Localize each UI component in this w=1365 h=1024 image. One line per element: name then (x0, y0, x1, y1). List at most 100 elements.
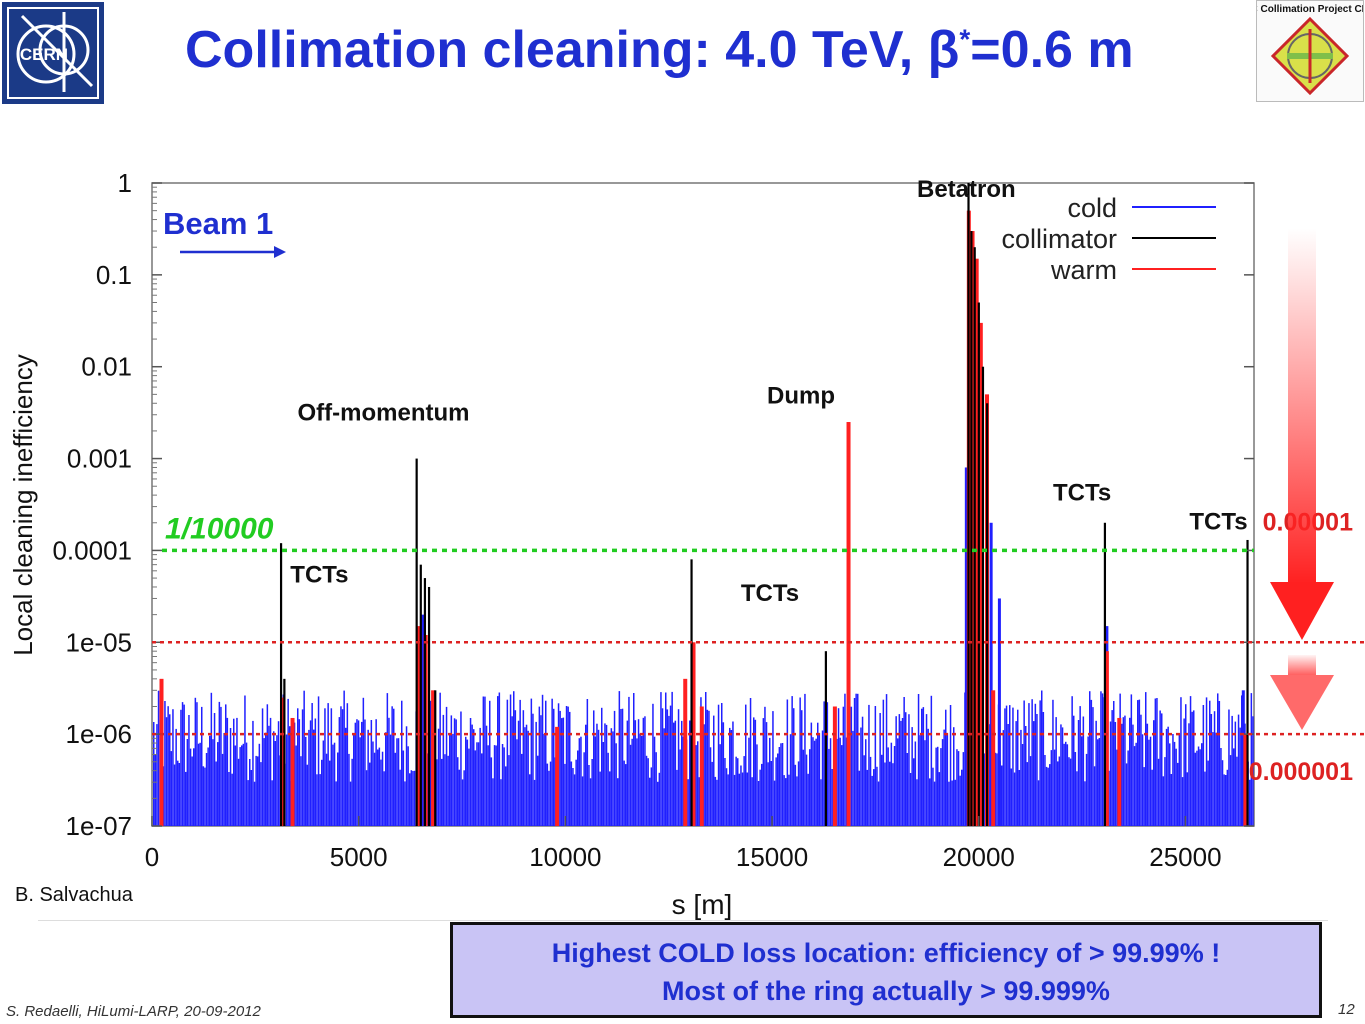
cold-bar (757, 781, 760, 826)
cold-bar (1044, 755, 1046, 826)
cold-bar (893, 746, 896, 826)
cold-bar (457, 757, 459, 826)
cold-bar (322, 740, 325, 826)
cold-bar (1017, 709, 1019, 826)
cold-bar (450, 715, 453, 826)
collimator-bar (986, 403, 989, 826)
cold-bar (305, 736, 307, 826)
cold-bar (330, 708, 333, 826)
cold-bar (245, 742, 248, 826)
cold-bar (189, 748, 192, 826)
cold-bar (473, 729, 475, 826)
cold-bar (367, 729, 369, 826)
cold-bar (229, 728, 232, 826)
cold-bar (634, 720, 637, 826)
warm-bar (431, 690, 436, 826)
cold-bar (505, 766, 507, 826)
cold-bar (1196, 750, 1198, 826)
annotation-tcts: TCTs (741, 580, 799, 607)
cold-bar (1170, 774, 1173, 826)
cold-bar (1098, 738, 1101, 826)
cold-bar (460, 711, 462, 826)
cold-bar (327, 703, 329, 826)
cold-bar (295, 745, 297, 826)
cold-bar (289, 726, 291, 826)
slide-title: Collimation cleaning: 4.0 TeV, β*=0.6 m (185, 20, 1134, 80)
cold-bar (857, 693, 859, 826)
cold-bar (177, 760, 179, 826)
cold-bar (396, 738, 398, 826)
cold-bar (748, 737, 750, 826)
cold-bar (207, 747, 209, 826)
cold-bar (319, 774, 321, 826)
cold-bar (769, 737, 771, 826)
cold-bar (653, 736, 656, 826)
cold-bar (313, 729, 315, 826)
cold-bar (1188, 723, 1190, 826)
cold-bar (1249, 779, 1251, 826)
cold-bar (242, 743, 245, 826)
page-number: 12 (1338, 1001, 1355, 1018)
cold-bar (1010, 768, 1013, 826)
cold-bar (231, 773, 233, 826)
cold-bar (213, 713, 216, 826)
cold-bar (1237, 714, 1240, 826)
cold-bar (1231, 715, 1233, 826)
cold-bar (607, 752, 609, 826)
cold-bar (351, 758, 353, 826)
cold-bar (321, 759, 323, 826)
annotation-tcts: TCTs (1053, 479, 1111, 506)
cold-bar (629, 744, 632, 826)
cold-bar (445, 706, 448, 826)
cold-bar (209, 735, 211, 826)
cold-bar (911, 727, 913, 826)
cold-bar (1129, 717, 1131, 826)
cold-bar (829, 738, 832, 826)
collimator-bar (419, 564, 422, 826)
collimator-bar (690, 559, 693, 826)
cold-bar (244, 695, 246, 826)
callout-line-1: Highest COLD loss location: efficiency o… (551, 938, 1221, 968)
cold-bar (492, 778, 494, 826)
cold-bar (677, 709, 680, 826)
cold-bar (1140, 714, 1142, 826)
cold-bar (429, 700, 432, 826)
cold-bar (983, 753, 985, 826)
cold-bar (537, 755, 539, 826)
cold-bar (516, 739, 518, 826)
cold-bar (842, 706, 845, 826)
cold-bar (994, 752, 997, 826)
cold-bar (1177, 762, 1179, 826)
cold-bar (500, 779, 502, 826)
cold-bar (1172, 734, 1174, 826)
cold-bar (754, 719, 757, 826)
cold-bar (868, 704, 870, 826)
cold-bar (596, 723, 598, 826)
cold-bar (1093, 766, 1096, 826)
cold-bar (930, 695, 933, 826)
cold-bar (860, 727, 862, 826)
cold-bar (257, 756, 259, 826)
cold-bar (730, 730, 733, 826)
cold-bar (932, 767, 934, 826)
cold-bar (372, 741, 374, 826)
cold-bar (1079, 706, 1081, 826)
cold-bar (1159, 710, 1161, 826)
cold-bar (215, 761, 217, 826)
cold-bar (548, 770, 550, 826)
cold-bar (397, 738, 400, 826)
cold-bar (756, 744, 758, 826)
cold-bar (628, 696, 630, 826)
cold-bar (770, 761, 773, 826)
cold-bar (223, 733, 225, 826)
cold-bar (781, 743, 784, 826)
cold-bar (1185, 704, 1187, 826)
cold-bar (869, 756, 872, 826)
cold-bar (807, 773, 809, 826)
cold-bar (749, 698, 752, 826)
cold-bar (1055, 717, 1057, 826)
title-superscript: * (959, 23, 971, 55)
cold-bar (375, 719, 377, 826)
cold-bar (585, 724, 587, 826)
cold-bar (1137, 700, 1139, 826)
